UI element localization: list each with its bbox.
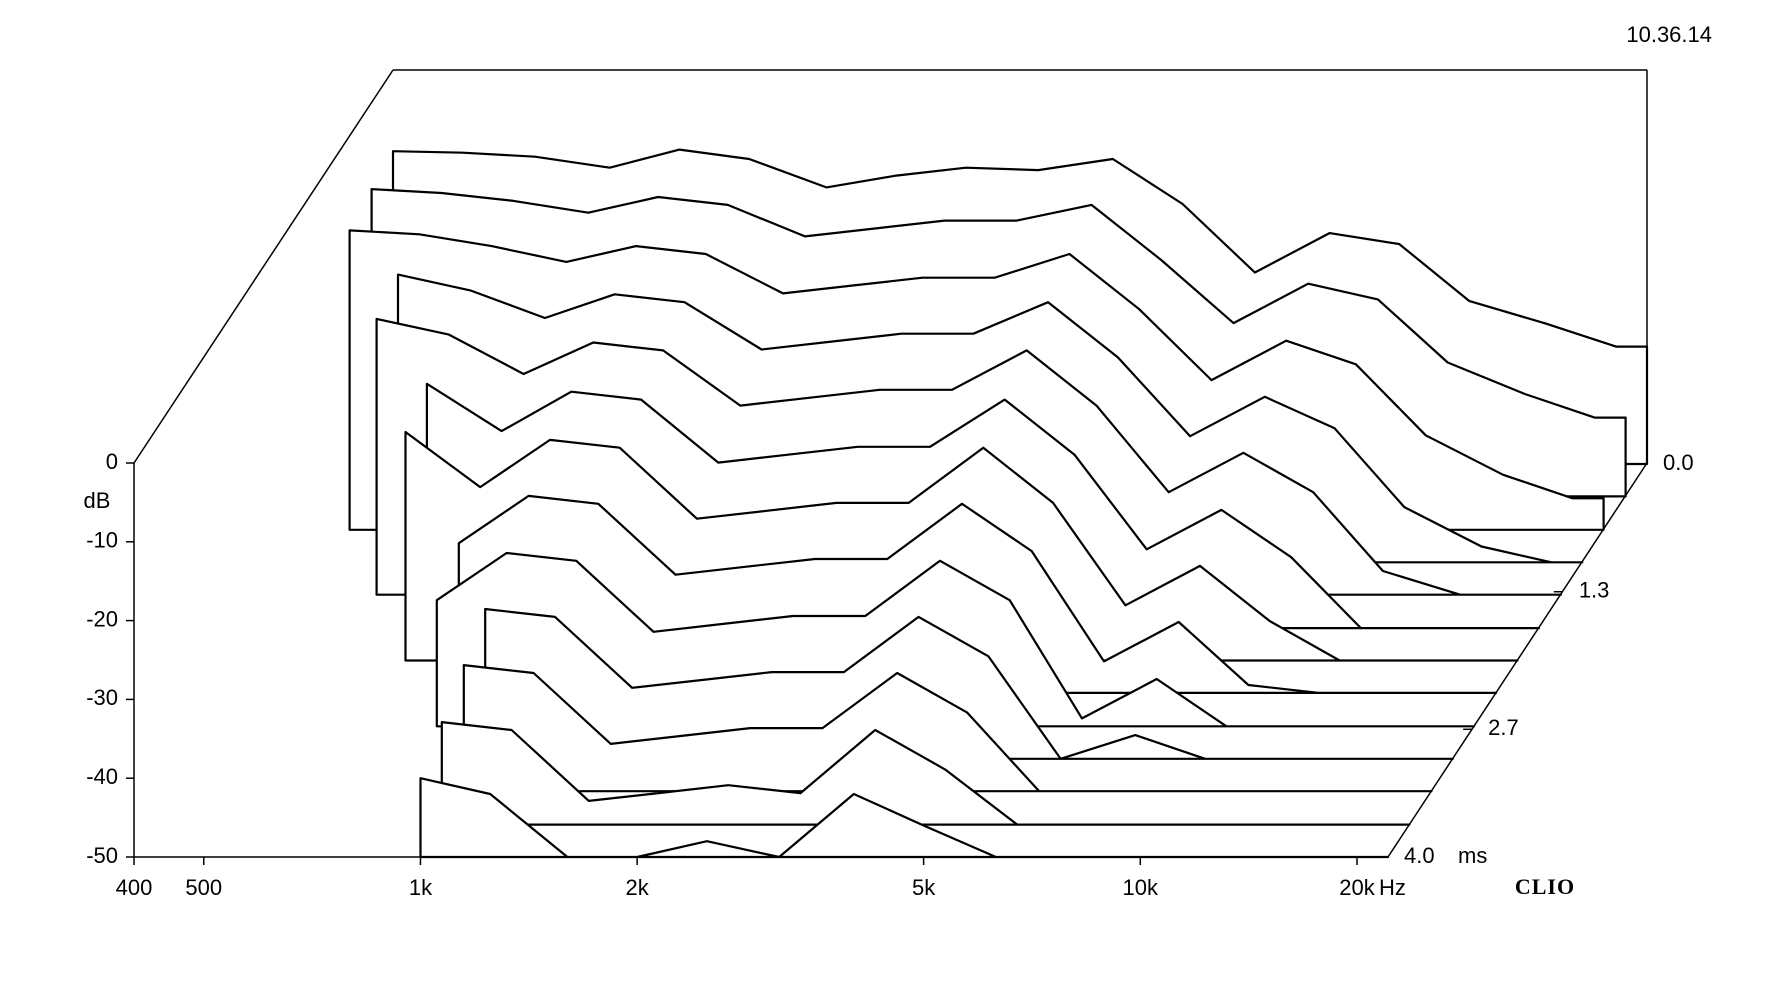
axis-line xyxy=(133,69,394,464)
slice xyxy=(484,607,1454,760)
axis-line xyxy=(1387,462,1648,858)
z-tick-label: 1.3 xyxy=(1579,578,1610,603)
x-tick-label: 400 xyxy=(116,875,153,900)
y-tick-label: -30 xyxy=(86,685,118,710)
z-tick-label: 2.7 xyxy=(1488,715,1519,740)
brand: CLIO xyxy=(1515,874,1575,899)
y-tick-label: 0 xyxy=(106,449,118,474)
x-tick-label: 2k xyxy=(626,875,650,900)
x-tick-label: 1k xyxy=(409,875,433,900)
slice xyxy=(462,664,1433,793)
x-tick-label: 5k xyxy=(912,875,936,900)
y-axis-label: dB xyxy=(84,488,111,513)
x-tick-label: 20k xyxy=(1339,875,1375,900)
y-tick-label: -50 xyxy=(86,843,118,868)
z-tick-label: 0.0 xyxy=(1663,450,1694,475)
slices xyxy=(348,148,1649,859)
x-tick-label: 500 xyxy=(185,875,222,900)
y-tick-label: -10 xyxy=(86,528,118,553)
y-tick-label: -40 xyxy=(86,764,118,789)
slice xyxy=(440,721,1411,826)
z-unit: ms xyxy=(1458,843,1487,868)
x-tick-label: 10k xyxy=(1123,875,1159,900)
x-unit: Hz xyxy=(1379,875,1406,900)
timestamp: 10.36.14 xyxy=(1626,22,1712,47)
z-tick-label: 4.0 xyxy=(1404,843,1435,868)
y-tick-label: -20 xyxy=(86,606,118,631)
